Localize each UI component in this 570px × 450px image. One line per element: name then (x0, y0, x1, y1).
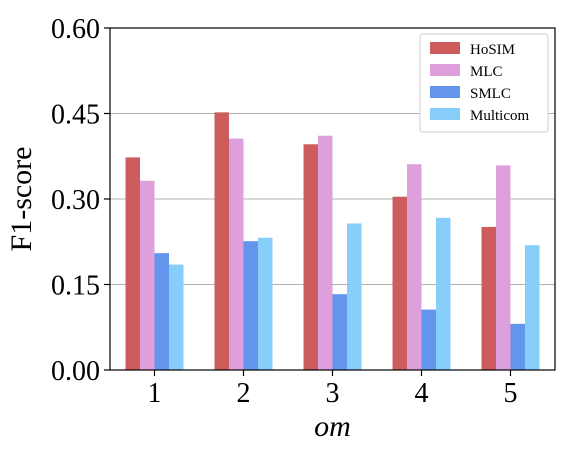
bar-smlc-4 (421, 309, 436, 370)
legend-swatch (430, 108, 460, 120)
bar-multicom-3 (347, 223, 362, 370)
legend-swatch (430, 86, 460, 98)
bar-hosim-1 (125, 157, 140, 370)
x-tick-label: 5 (504, 378, 518, 409)
legend-swatch (430, 42, 460, 54)
legend-label: SMLC (470, 86, 511, 102)
x-tick-label: 3 (326, 378, 340, 409)
y-tick-label: 0.15 (51, 271, 100, 302)
bar-smlc-3 (332, 294, 347, 370)
bar-multicom-1 (169, 264, 184, 370)
legend-label: MLC (470, 64, 503, 80)
y-axis-title: F1-score (5, 147, 38, 252)
bar-mlc-2 (229, 138, 244, 370)
x-tick-label: 1 (148, 378, 162, 409)
bar-hosim-2 (214, 112, 229, 371)
y-tick-label: 0.00 (51, 356, 100, 387)
bar-mlc-3 (318, 135, 333, 370)
y-tick-label: 0.60 (51, 14, 100, 45)
bar-multicom-4 (436, 217, 451, 370)
bar-mlc-4 (407, 164, 422, 370)
x-tick-label: 2 (237, 378, 251, 409)
y-tick-label: 0.30 (51, 185, 100, 216)
bar-smlc-1 (154, 253, 169, 370)
legend-label: HoSIM (470, 42, 515, 58)
legend-label: Multicom (470, 108, 529, 124)
y-tick-label: 0.45 (51, 100, 100, 131)
legend-box (419, 33, 549, 133)
y-axis: 0.00 0.15 0.30 0.45 0.60 (51, 14, 110, 387)
x-axis: 1 2 3 4 5 (148, 370, 518, 409)
bars (125, 112, 540, 371)
legend: HoSIM MLC SMLC Multicom (419, 33, 549, 133)
bar-hosim-3 (303, 144, 318, 370)
bar-multicom-2 (258, 237, 273, 370)
x-axis-title: om (314, 410, 351, 443)
bar-smlc-2 (243, 241, 258, 370)
bar-mlc-1 (140, 180, 155, 370)
bar-hosim-4 (392, 196, 407, 370)
x-tick-label: 4 (415, 378, 429, 409)
bar-smlc-5 (510, 323, 525, 370)
bar-multicom-5 (525, 245, 540, 370)
bar-mlc-5 (496, 165, 511, 370)
bar-hosim-5 (481, 226, 496, 370)
legend-swatch (430, 64, 460, 76)
